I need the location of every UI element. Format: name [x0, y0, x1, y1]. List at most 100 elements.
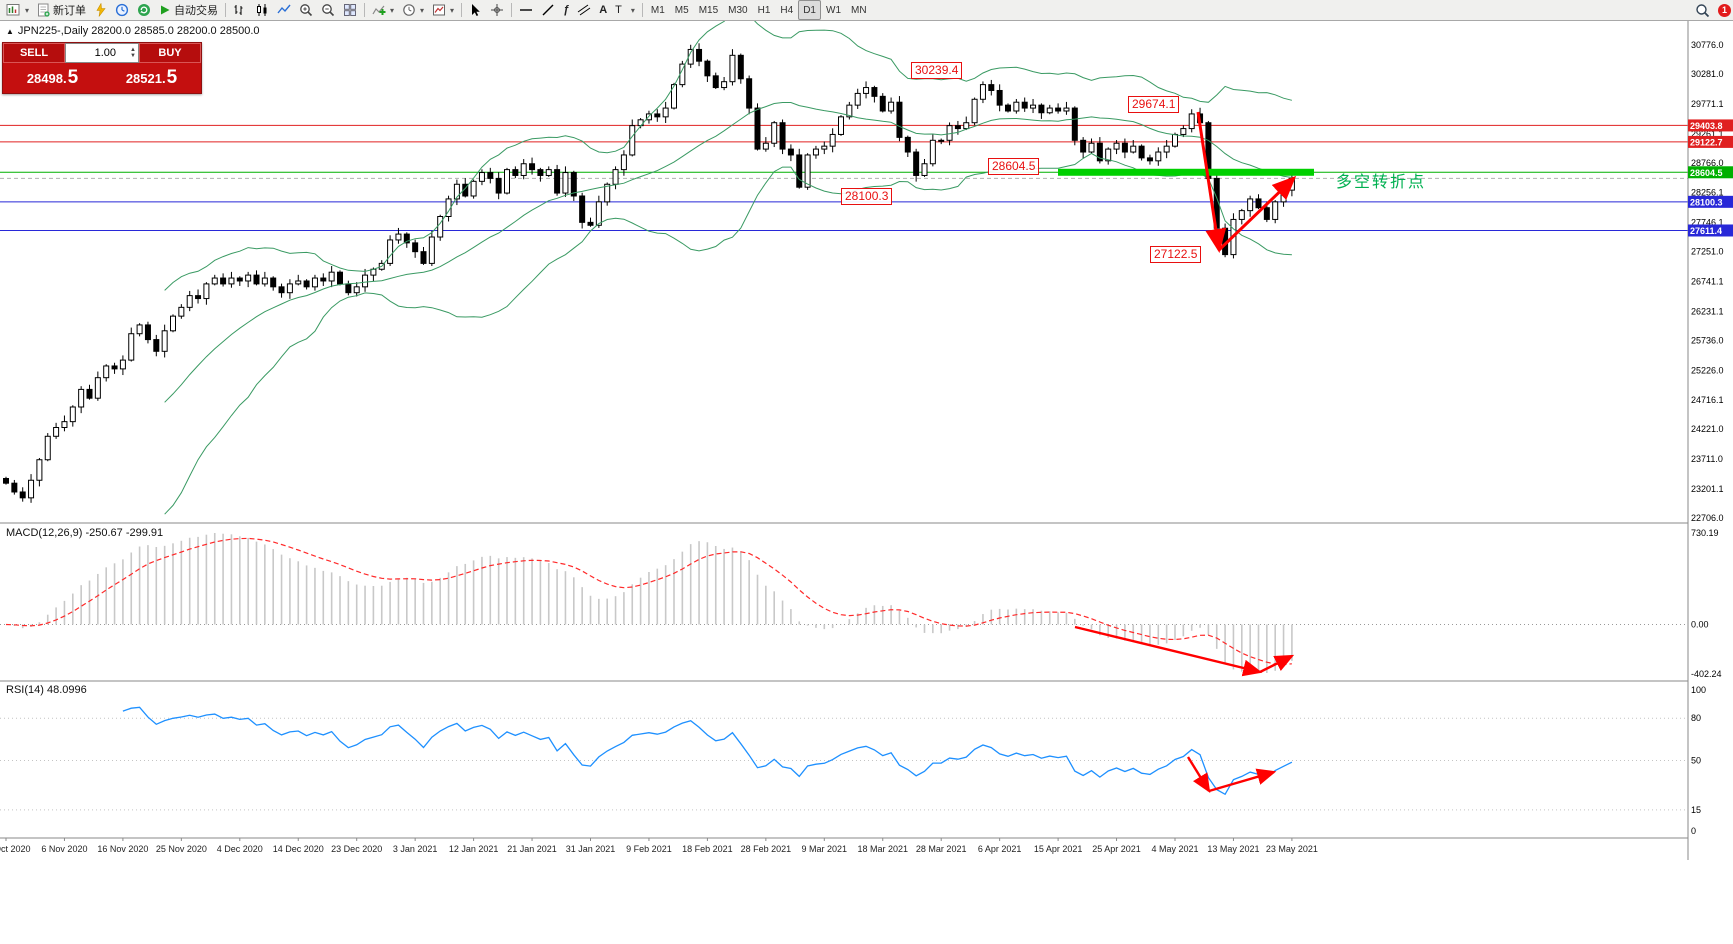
- svg-text:12 Jan 2021: 12 Jan 2021: [449, 844, 499, 854]
- zoom-out-button[interactable]: [317, 0, 339, 20]
- svg-text:730.19: 730.19: [1691, 528, 1719, 538]
- tile-windows-button[interactable]: [339, 0, 361, 20]
- svg-text:28 Mar 2021: 28 Mar 2021: [916, 844, 967, 854]
- svg-text:28604.5: 28604.5: [1690, 168, 1723, 178]
- svg-text:29403.8: 29403.8: [1690, 121, 1723, 131]
- notifications-button[interactable]: 1: [1714, 0, 1733, 20]
- timeframe-m15-button[interactable]: M15: [698, 4, 719, 16]
- svg-text:25 Nov 2020: 25 Nov 2020: [156, 844, 207, 854]
- price-annotation[interactable]: 28604.5: [988, 158, 1040, 175]
- templates-button[interactable]: ▾: [428, 0, 458, 20]
- svg-text:23711.0: 23711.0: [1691, 454, 1723, 464]
- horizontal-line-tool-button[interactable]: [515, 0, 537, 20]
- sell-button[interactable]: SELL: [3, 43, 65, 63]
- price-axis[interactable]: 30776.0 30281.0 29771.1 29261.1 28766.0 28256…: [1687, 20, 1733, 860]
- chart-ohlc-title: ▲ JPN225-,Daily 28200.0 28585.0 28200.0 …: [6, 25, 260, 37]
- svg-text:25736.0: 25736.0: [1691, 335, 1724, 345]
- main-toolbar: ▾ 新订单 自动交易: [0, 0, 1733, 21]
- clock-icon: [115, 3, 129, 17]
- volume-up-icon[interactable]: ▲: [130, 47, 136, 53]
- indicators-button[interactable]: ▾: [368, 0, 398, 20]
- svg-text:29261.1: 29261.1: [1691, 129, 1724, 139]
- support-band[interactable]: [1058, 168, 1314, 176]
- svg-text:22706.0: 22706.0: [1691, 513, 1724, 523]
- quick-trade-button[interactable]: [90, 0, 111, 20]
- volume-field: ▲ ▼: [65, 43, 139, 63]
- text-tool-button[interactable]: A: [595, 0, 611, 20]
- price-annotation[interactable]: 30239.4: [911, 62, 963, 79]
- macd-pane[interactable]: [0, 533, 1688, 673]
- channels-tool-button[interactable]: [573, 0, 595, 20]
- cursor-tool-button[interactable]: [465, 0, 486, 20]
- svg-text:80: 80: [1691, 713, 1701, 723]
- new-chart-button[interactable]: ▾: [2, 0, 33, 20]
- price-annotation[interactable]: 27122.5: [1150, 246, 1202, 263]
- label-tool-button[interactable]: T: [611, 0, 626, 20]
- svg-text:14 Dec 2020: 14 Dec 2020: [273, 844, 324, 854]
- timeframe-h1-button[interactable]: H1: [757, 4, 771, 16]
- svg-text:0.00: 0.00: [1691, 620, 1709, 630]
- toolbar-separator: [364, 3, 366, 17]
- periods-button[interactable]: ▾: [398, 0, 428, 20]
- new-order-label: 新订单: [53, 5, 87, 17]
- zoom-in-icon: [300, 4, 313, 17]
- crosshair-tool-button[interactable]: [486, 0, 508, 20]
- line-chart-mode-button[interactable]: [273, 0, 295, 20]
- price-annotation[interactable]: 28100.3: [841, 188, 893, 205]
- chevron-down-icon: ▾: [420, 5, 425, 15]
- crosshair-icon: [491, 4, 504, 16]
- svg-text:6 Nov 2020: 6 Nov 2020: [41, 844, 87, 854]
- main-price-pane[interactable]: [0, 10, 1688, 515]
- svg-text:23 Dec 2020: 23 Dec 2020: [331, 844, 382, 854]
- svg-text:24221.0: 24221.0: [1691, 424, 1724, 434]
- buy-button[interactable]: BUY: [139, 43, 201, 63]
- autotrading-label: 自动交易: [174, 5, 219, 17]
- refresh-button[interactable]: [133, 0, 155, 20]
- bar-chart-mode-button[interactable]: [229, 0, 251, 20]
- history-button[interactable]: [111, 0, 133, 20]
- search-button[interactable]: [1691, 0, 1714, 20]
- svg-text:16 Nov 2020: 16 Nov 2020: [97, 844, 148, 854]
- timeframe-w1-button[interactable]: W1: [826, 4, 841, 16]
- timeframe-d1-button[interactable]: D1: [798, 0, 821, 20]
- channel-lines-icon: [577, 4, 591, 16]
- timeframe-m5-button[interactable]: M5: [674, 4, 689, 16]
- volume-down-icon[interactable]: ▼: [130, 53, 136, 59]
- trendline-tool-button[interactable]: [537, 0, 559, 20]
- toolbar-separator: [461, 3, 463, 17]
- fibonacci-tool-button[interactable]: ƒ: [559, 0, 573, 20]
- sell-price[interactable]: 28498. 5: [3, 63, 102, 93]
- svg-text:9 Mar 2021: 9 Mar 2021: [802, 844, 848, 854]
- shapes-dropdown-button[interactable]: ▾: [626, 0, 639, 20]
- svg-text:25226.0: 25226.0: [1691, 365, 1724, 375]
- timeframe-mn-button[interactable]: MN: [851, 4, 867, 16]
- svg-text:27251.0: 27251.0: [1691, 247, 1724, 257]
- svg-text:50: 50: [1691, 756, 1701, 766]
- svg-text:28100.3: 28100.3: [1690, 197, 1723, 207]
- svg-text:25 Apr 2021: 25 Apr 2021: [1092, 844, 1141, 854]
- new-order-button[interactable]: 新订单: [33, 0, 90, 20]
- buy-price[interactable]: 28521. 5: [102, 63, 201, 93]
- timeframe-h4-button[interactable]: H4: [780, 4, 794, 16]
- autotrading-button[interactable]: 自动交易: [155, 0, 222, 20]
- candlestick-mode-button[interactable]: [251, 0, 273, 20]
- time-axis[interactable]: 28 Oct 2020 6 Nov 2020 16 Nov 2020 25 Nov 2…: [0, 838, 1318, 854]
- trend-arrows[interactable]: [1074, 111, 1297, 794]
- zoom-in-button[interactable]: [295, 0, 317, 20]
- pane-separators[interactable]: [0, 522, 1733, 839]
- sell-price-big-digit: 5: [67, 67, 79, 88]
- svg-text:27746.1: 27746.1: [1691, 218, 1724, 228]
- sell-price-prefix: 28498.: [26, 71, 67, 86]
- turning-point-note[interactable]: 多空转折点: [1336, 174, 1427, 191]
- indicators-plus-icon: [372, 5, 386, 15]
- candlestick-icon: [257, 4, 267, 16]
- rsi-pane[interactable]: [0, 706, 1688, 811]
- macd-indicator-label: MACD(12,26,9) -250.67 -299.91: [6, 527, 164, 539]
- svg-text:4 May 2021: 4 May 2021: [1151, 844, 1198, 854]
- timeframe-m1-button[interactable]: M1: [650, 4, 665, 16]
- price-annotation[interactable]: 29674.1: [1128, 96, 1180, 113]
- buy-price-big-digit: 5: [166, 67, 178, 88]
- volume-input[interactable]: [66, 47, 118, 59]
- timeframe-m30-button[interactable]: M30: [728, 4, 748, 16]
